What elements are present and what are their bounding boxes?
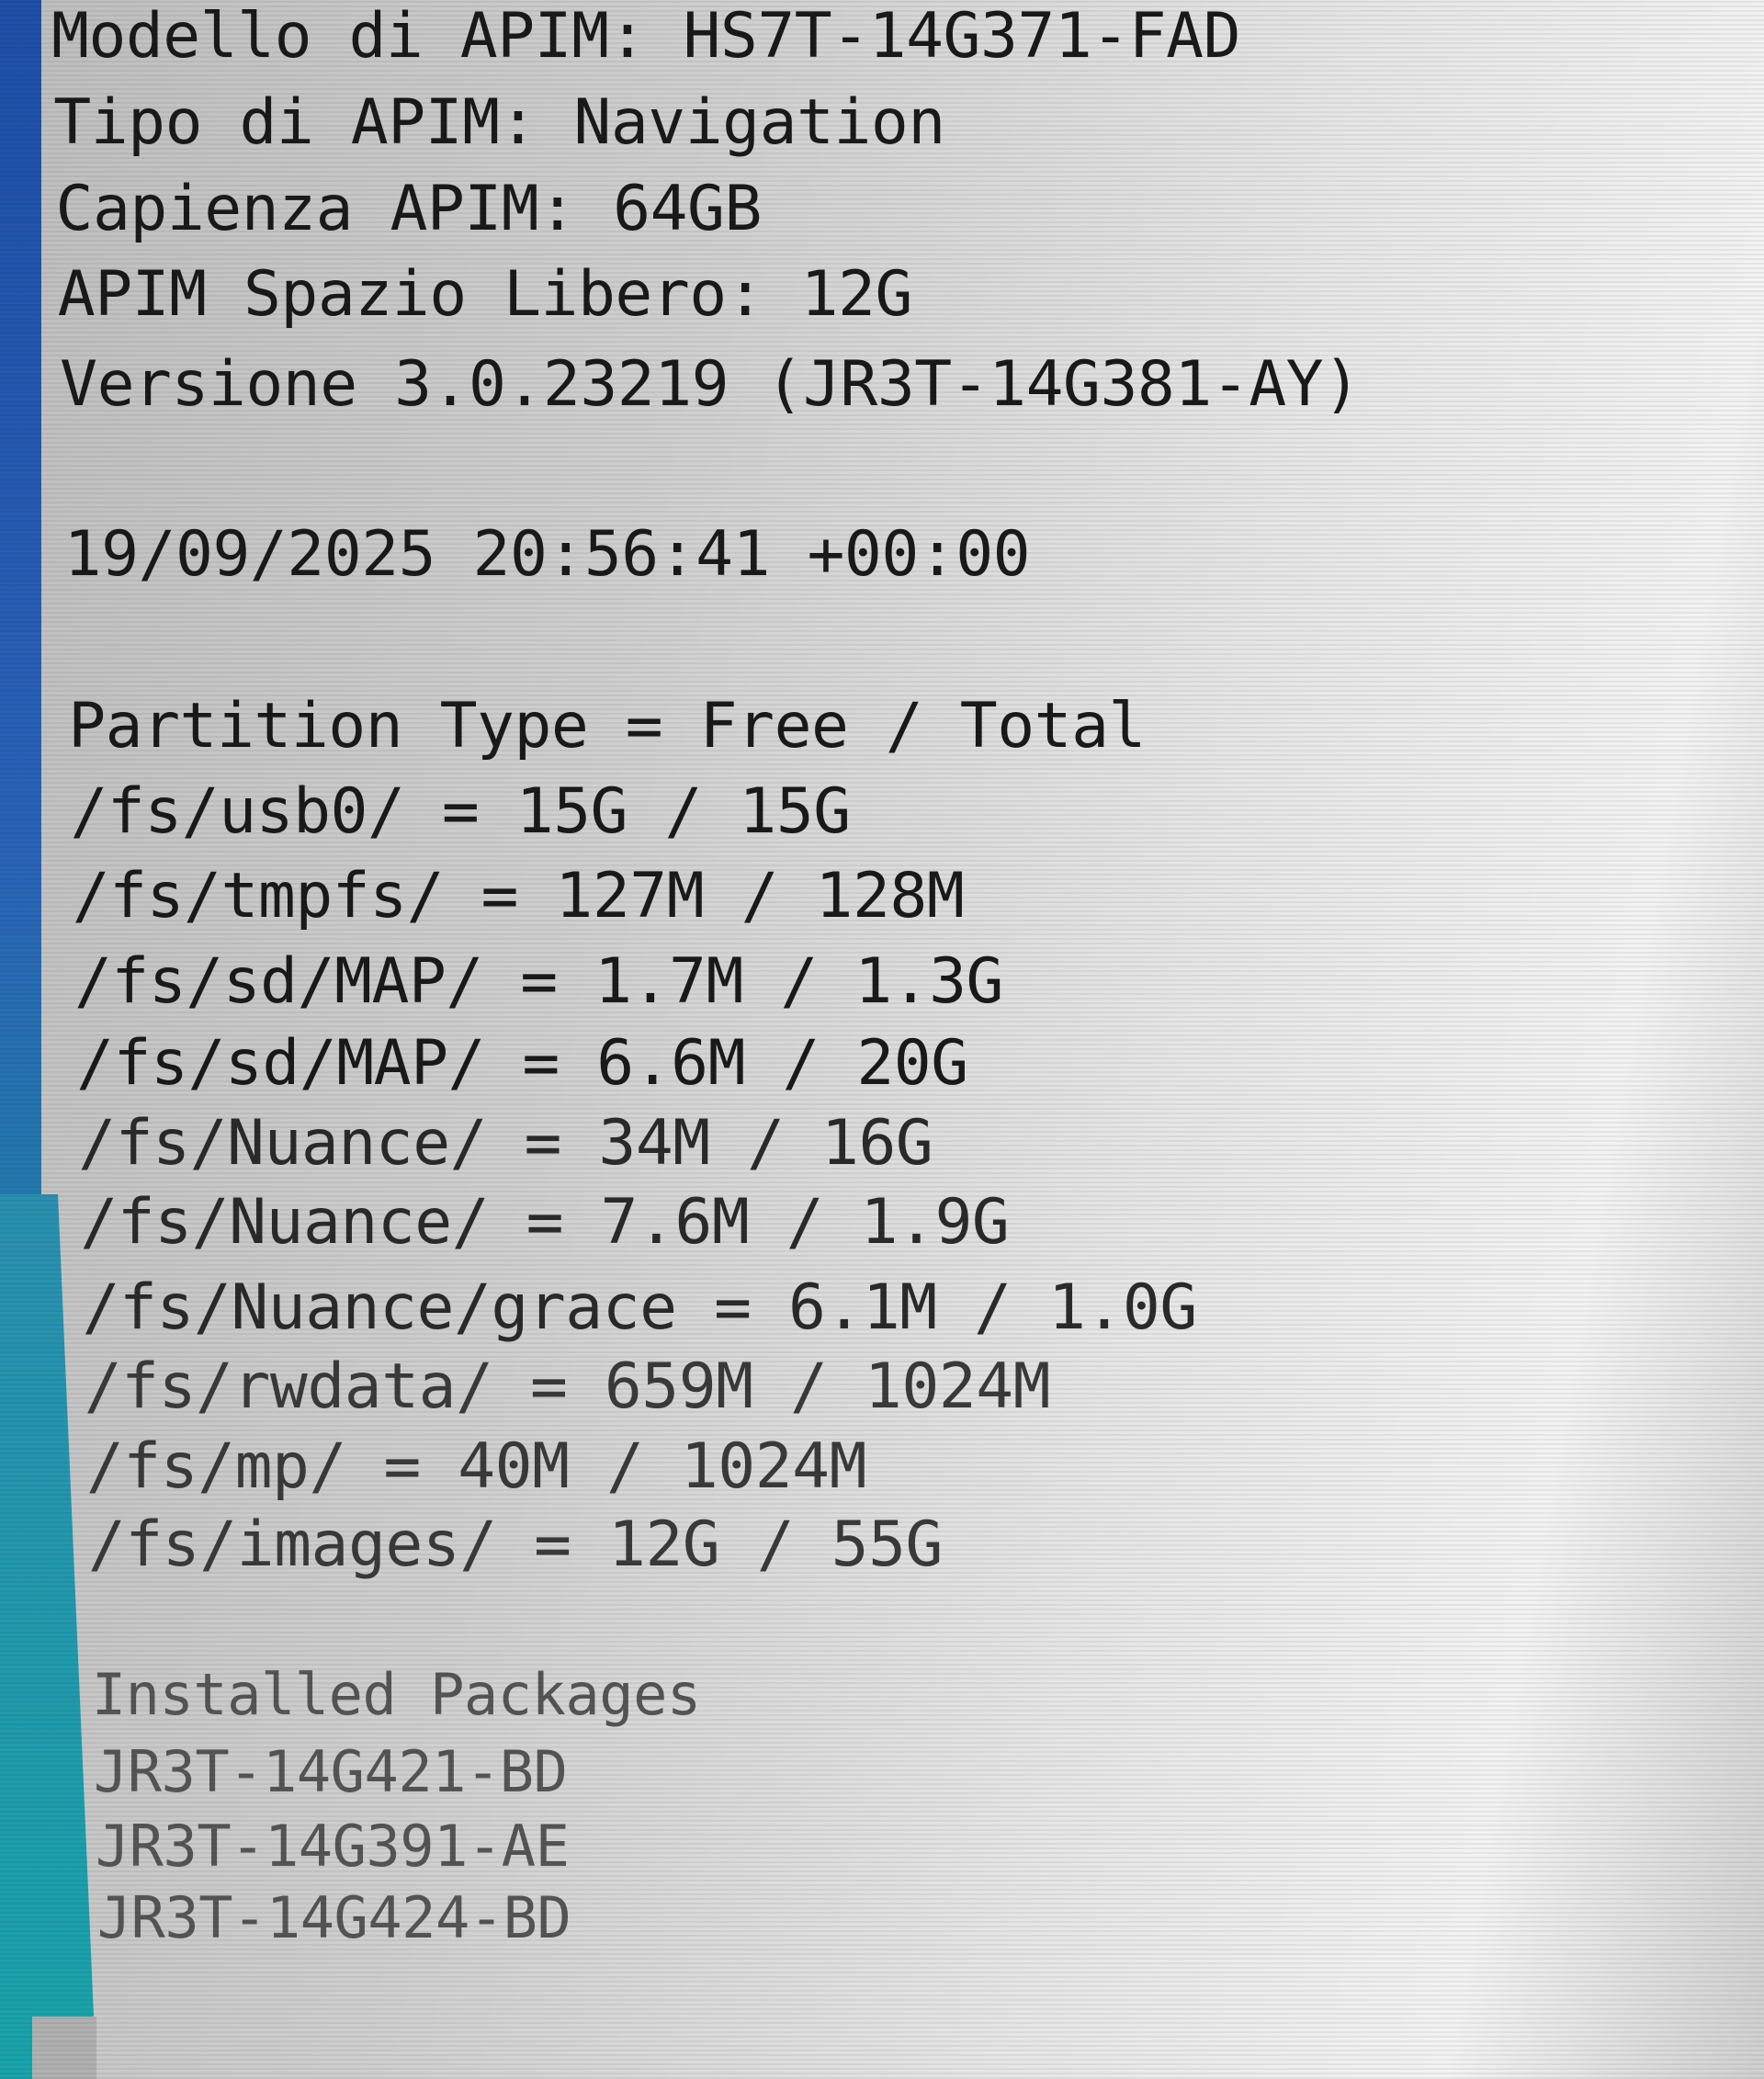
info-type: Tipo di APIM: Navigation <box>53 86 945 159</box>
partition-row: /fs/tmpfs/ = 127M / 128M <box>72 860 965 932</box>
partition-header: Partition Type = Free / Total <box>68 690 1146 763</box>
package-item: JR3T-14G421-BD <box>93 1738 568 1805</box>
package-item: JR3T-14G424-BD <box>96 1884 571 1951</box>
info-version: Versione 3.0.23219 (JR3T-14G381-AY) <box>60 348 1361 421</box>
info-free-space: APIM Spazio Libero: 12G <box>57 258 913 331</box>
package-item: JR3T-14G391-AE <box>95 1813 570 1880</box>
info-model: Modello di APIM: HS7T-14G371-FAD <box>51 0 1241 73</box>
partition-row: /fs/usb0/ = 15G / 15G <box>70 775 851 848</box>
info-capacity: Capienza APIM: 64GB <box>55 173 763 245</box>
screen-corner <box>32 2017 96 2079</box>
partition-row: /fs/rwdata/ = 659M / 1024M <box>84 1350 1051 1423</box>
partition-row: /fs/mp/ = 40M / 1024M <box>85 1430 867 1503</box>
partition-row: /fs/images/ = 12G / 55G <box>87 1508 944 1581</box>
partition-row: /fs/sd/MAP/ = 1.7M / 1.3G <box>74 945 1004 1018</box>
partition-row: /fs/Nuance/ = 7.6M / 1.9G <box>80 1186 1010 1259</box>
partition-row: /fs/sd/MAP/ = 6.6M / 20G <box>76 1027 968 1100</box>
packages-header: Installed Packages <box>91 1661 701 1728</box>
partition-row: /fs/Nuance/grace = 6.1M / 1.0G <box>82 1271 1198 1344</box>
partition-row: /fs/Nuance/ = 34M / 16G <box>78 1107 933 1180</box>
timestamp: 19/09/2025 20:56:41 +00:00 <box>63 518 1031 591</box>
